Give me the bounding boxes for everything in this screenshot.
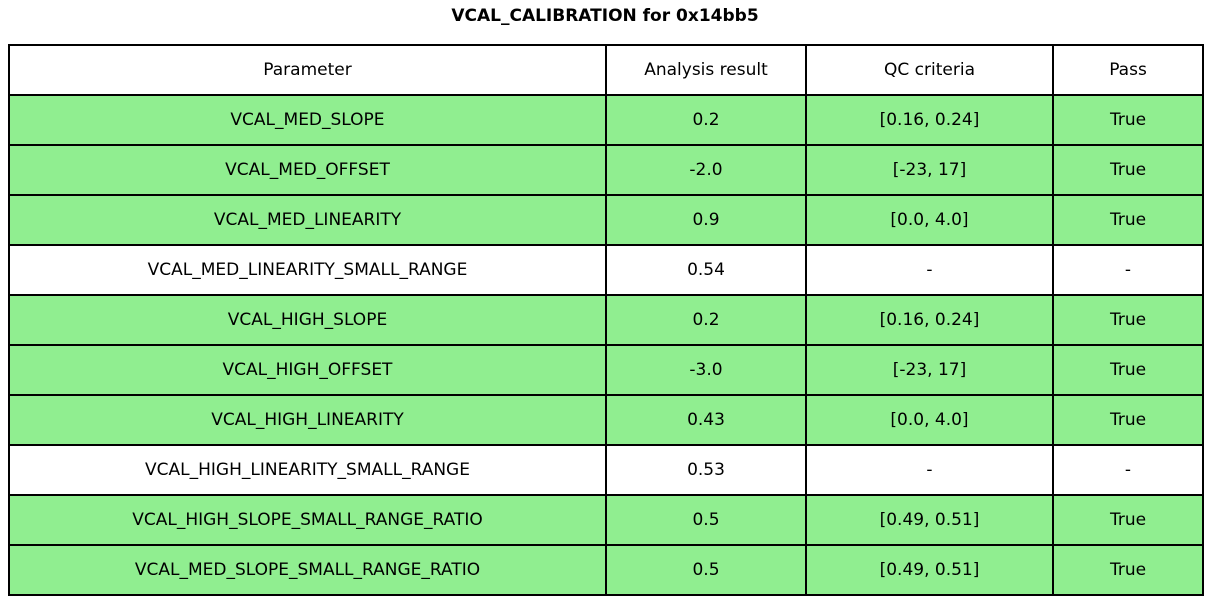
parameter-cell: VCAL_HIGH_SLOPE_SMALL_RANGE_RATIO <box>8 494 607 546</box>
result-cell: 0.5 <box>605 494 807 546</box>
table-row: VCAL_MED_OFFSET -2.0 [-23, 17] True <box>8 144 1204 196</box>
table-row: VCAL_MED_LINEARITY 0.9 [0.0, 4.0] True <box>8 194 1204 246</box>
table-row: VCAL_HIGH_SLOPE 0.2 [0.16, 0.24] True <box>8 294 1204 346</box>
table-row: VCAL_MED_SLOPE_SMALL_RANGE_RATIO 0.5 [0.… <box>8 544 1204 596</box>
table-header-row: Parameter Analysis result QC criteria Pa… <box>8 44 1204 96</box>
result-cell: 0.43 <box>605 394 807 446</box>
pass-cell: - <box>1052 244 1204 296</box>
result-cell: 0.5 <box>605 544 807 596</box>
parameter-cell: VCAL_MED_LINEARITY <box>8 194 607 246</box>
criteria-cell: [-23, 17] <box>805 144 1054 196</box>
criteria-cell: [0.16, 0.24] <box>805 294 1054 346</box>
criteria-cell: [-23, 17] <box>805 344 1054 396</box>
criteria-cell: [0.0, 4.0] <box>805 394 1054 446</box>
parameter-cell: VCAL_HIGH_OFFSET <box>8 344 607 396</box>
pass-cell: - <box>1052 444 1204 496</box>
table-row: VCAL_MED_SLOPE 0.2 [0.16, 0.24] True <box>8 94 1204 146</box>
criteria-cell: [0.16, 0.24] <box>805 94 1054 146</box>
column-header-qc-criteria: QC criteria <box>805 44 1054 96</box>
table-row: VCAL_HIGH_SLOPE_SMALL_RANGE_RATIO 0.5 [0… <box>8 494 1204 546</box>
parameter-cell: VCAL_HIGH_LINEARITY_SMALL_RANGE <box>8 444 607 496</box>
parameter-cell: VCAL_HIGH_LINEARITY <box>8 394 607 446</box>
column-header-pass: Pass <box>1052 44 1204 96</box>
table-body: VCAL_MED_SLOPE 0.2 [0.16, 0.24] True VCA… <box>8 94 1204 596</box>
result-cell: -3.0 <box>605 344 807 396</box>
column-header-parameter: Parameter <box>8 44 607 96</box>
table-row: VCAL_HIGH_LINEARITY_SMALL_RANGE 0.53 - - <box>8 444 1204 496</box>
criteria-cell: - <box>805 244 1054 296</box>
parameter-cell: VCAL_MED_LINEARITY_SMALL_RANGE <box>8 244 607 296</box>
criteria-cell: - <box>805 444 1054 496</box>
column-header-analysis-result: Analysis result <box>605 44 807 96</box>
figure-title: VCAL_CALIBRATION for 0x14bb5 <box>451 6 759 26</box>
result-cell: 0.9 <box>605 194 807 246</box>
pass-cell: True <box>1052 394 1204 446</box>
parameter-cell: VCAL_MED_SLOPE <box>8 94 607 146</box>
table-row: VCAL_MED_LINEARITY_SMALL_RANGE 0.54 - - <box>8 244 1204 296</box>
table-row: VCAL_HIGH_LINEARITY 0.43 [0.0, 4.0] True <box>8 394 1204 446</box>
criteria-cell: [0.49, 0.51] <box>805 544 1054 596</box>
parameter-cell: VCAL_MED_OFFSET <box>8 144 607 196</box>
result-cell: 0.2 <box>605 94 807 146</box>
result-cell: -2.0 <box>605 144 807 196</box>
result-cell: 0.2 <box>605 294 807 346</box>
parameter-cell: VCAL_HIGH_SLOPE <box>8 294 607 346</box>
result-cell: 0.53 <box>605 444 807 496</box>
qc-results-table: Parameter Analysis result QC criteria Pa… <box>8 44 1204 596</box>
pass-cell: True <box>1052 194 1204 246</box>
table-row: VCAL_HIGH_OFFSET -3.0 [-23, 17] True <box>8 344 1204 396</box>
parameter-cell: VCAL_MED_SLOPE_SMALL_RANGE_RATIO <box>8 544 607 596</box>
pass-cell: True <box>1052 294 1204 346</box>
pass-cell: True <box>1052 544 1204 596</box>
pass-cell: True <box>1052 94 1204 146</box>
criteria-cell: [0.0, 4.0] <box>805 194 1054 246</box>
pass-cell: True <box>1052 344 1204 396</box>
pass-cell: True <box>1052 494 1204 546</box>
criteria-cell: [0.49, 0.51] <box>805 494 1054 546</box>
result-cell: 0.54 <box>605 244 807 296</box>
pass-cell: True <box>1052 144 1204 196</box>
